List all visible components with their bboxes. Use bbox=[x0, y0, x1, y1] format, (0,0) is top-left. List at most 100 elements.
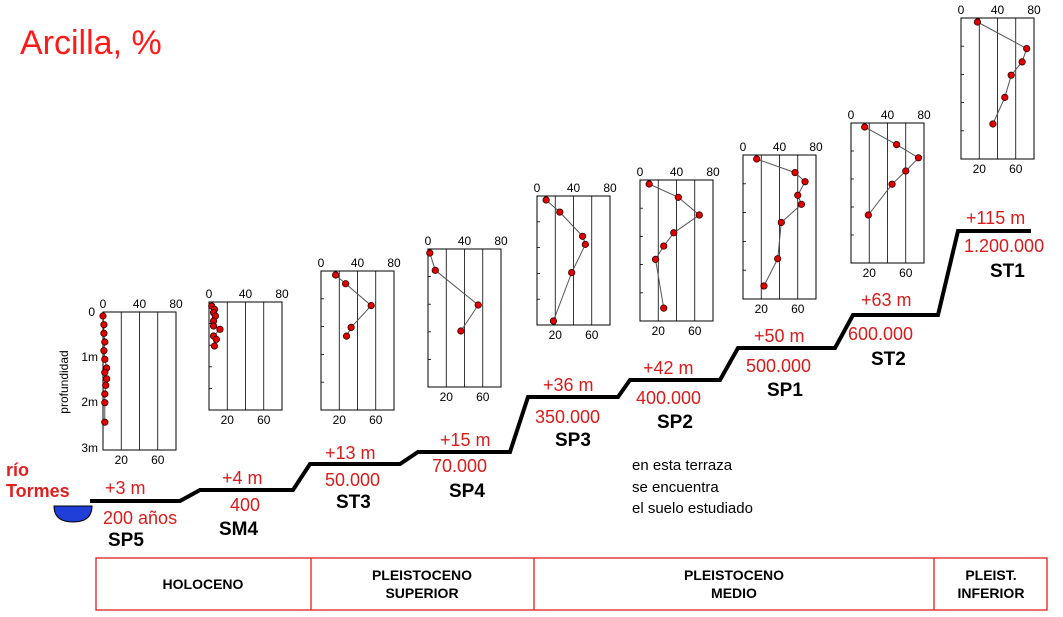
terrace-st2: +63 m 600.000 ST2 bbox=[848, 290, 913, 370]
data-point bbox=[101, 390, 109, 398]
x-tick-bottom: 60 bbox=[791, 302, 805, 316]
data-point bbox=[1007, 71, 1015, 79]
x-tick-bottom: 20 bbox=[333, 413, 347, 427]
x-tick-bottom: 60 bbox=[585, 328, 599, 342]
x-tick-top: 40 bbox=[881, 108, 895, 122]
terrace-sp4: +15 m 70.000 SP4 bbox=[432, 430, 491, 502]
terrace-age: 400 bbox=[230, 495, 260, 515]
profile-sm4: 0 40 80 20 60 bbox=[206, 287, 289, 427]
data-point bbox=[542, 196, 550, 204]
depth-tick-2m: 2m bbox=[81, 395, 98, 409]
profile-st2: 0 40 80 20 60 bbox=[848, 108, 931, 280]
data-point bbox=[581, 240, 589, 248]
x-tick-bottom: 60 bbox=[899, 266, 913, 280]
terrace-age: 400.000 bbox=[636, 388, 701, 408]
x-tick-top: 80 bbox=[275, 287, 289, 301]
x-tick-bottom: 60 bbox=[257, 413, 271, 427]
data-point bbox=[99, 312, 107, 320]
period-pleistoceno-superior-l2: SUPERIOR bbox=[385, 585, 458, 601]
data-point bbox=[660, 304, 668, 312]
profile-line bbox=[545, 199, 586, 322]
data-point bbox=[1023, 44, 1031, 53]
x-tick-top: 80 bbox=[706, 165, 720, 179]
terrace-site-code: SP4 bbox=[449, 481, 485, 502]
x-tick-top: 0 bbox=[534, 181, 541, 195]
data-point bbox=[973, 18, 982, 26]
data-point bbox=[861, 123, 869, 131]
note-line-2: se encuentra bbox=[632, 479, 719, 496]
river-water-icon bbox=[53, 505, 93, 523]
terrace-st1: +115 m 1.200.000 ST1 bbox=[964, 208, 1044, 282]
x-tick-bottom: 20 bbox=[115, 453, 129, 467]
profile-sp5: 0 40 80 20 60 bbox=[99, 297, 183, 467]
x-tick-bottom: 20 bbox=[755, 302, 769, 316]
data-point bbox=[457, 327, 465, 335]
x-tick-top: 80 bbox=[917, 108, 931, 122]
terrace-age: 200 años bbox=[103, 508, 177, 528]
terrace-site-code: SP1 bbox=[767, 380, 803, 401]
x-tick-top: 0 bbox=[740, 140, 747, 154]
terrace-site-code: SP3 bbox=[555, 430, 591, 451]
terrace-sp2: +42 m 400.000 SP2 bbox=[636, 358, 701, 433]
period-pleistoceno-superior-l1: PLEISTOCENO bbox=[372, 567, 472, 583]
data-point bbox=[670, 229, 678, 237]
data-point bbox=[101, 355, 109, 363]
x-tick-top: 80 bbox=[169, 297, 183, 311]
x-tick-top: 80 bbox=[387, 256, 401, 270]
x-tick-top: 80 bbox=[494, 234, 508, 248]
data-point bbox=[209, 322, 218, 330]
terrace-height: +36 m bbox=[543, 375, 594, 395]
terrace-age: 600.000 bbox=[848, 324, 913, 344]
terrace-site-code: SM4 bbox=[219, 519, 259, 540]
terrace-height: +13 m bbox=[325, 443, 376, 463]
data-point bbox=[100, 347, 108, 355]
data-point bbox=[801, 178, 809, 186]
data-point bbox=[1018, 58, 1026, 66]
clay-profiles: 0 40 80 20 60 0 40 80 20 60 0 40 80 20 60 0 40 80 20 60 0 40 8… bbox=[99, 3, 1041, 467]
terrace-sp1: +50 m 500.000 SP1 bbox=[746, 326, 811, 401]
x-tick-top: 40 bbox=[133, 297, 147, 311]
profile-line bbox=[977, 21, 1028, 125]
terrace-site-code: ST1 bbox=[990, 261, 1025, 282]
depth-axis-title: profundidad bbox=[57, 350, 71, 413]
data-point bbox=[674, 193, 682, 201]
x-tick-top: 40 bbox=[351, 256, 365, 270]
period-pleist-inferior-l2: INFERIOR bbox=[958, 585, 1025, 601]
terrace-site-code: SP2 bbox=[657, 412, 693, 433]
x-tick-bottom: 60 bbox=[151, 453, 165, 467]
terrace-height: +15 m bbox=[440, 430, 491, 450]
data-point bbox=[431, 266, 439, 274]
data-point bbox=[101, 368, 109, 376]
x-tick-bottom: 20 bbox=[652, 324, 666, 338]
terrace-age: 350.000 bbox=[535, 407, 600, 427]
river-label-line2: Tormes bbox=[6, 481, 70, 501]
x-tick-bottom: 60 bbox=[369, 413, 383, 427]
data-point bbox=[474, 301, 482, 309]
x-tick-top: 0 bbox=[958, 3, 965, 17]
data-point bbox=[549, 317, 558, 325]
x-tick-top: 0 bbox=[637, 165, 644, 179]
x-tick-top: 0 bbox=[425, 234, 432, 248]
terrace-height: +4 m bbox=[222, 468, 263, 488]
profile-st1: 0 40 80 20 60 bbox=[958, 3, 1041, 176]
terrace-height: +115 m bbox=[966, 208, 1025, 228]
profile-sp3: 0 40 80 20 60 bbox=[534, 181, 617, 342]
data-point bbox=[100, 329, 108, 337]
data-point bbox=[760, 282, 768, 290]
data-point bbox=[342, 280, 350, 288]
data-point bbox=[989, 120, 997, 128]
x-tick-bottom: 60 bbox=[1009, 162, 1023, 176]
x-tick-bottom: 20 bbox=[549, 328, 563, 342]
data-point bbox=[893, 141, 901, 149]
depth-tick-3m: 3m bbox=[81, 441, 98, 455]
note-line-3: el suelo estudiado bbox=[632, 500, 753, 517]
x-tick-top: 0 bbox=[206, 287, 213, 301]
profile-st3: 0 40 80 20 60 bbox=[318, 256, 401, 427]
data-point bbox=[216, 325, 224, 333]
x-tick-bottom: 20 bbox=[221, 413, 235, 427]
period-pleistoceno-medio-l2: MEDIO bbox=[711, 585, 757, 601]
